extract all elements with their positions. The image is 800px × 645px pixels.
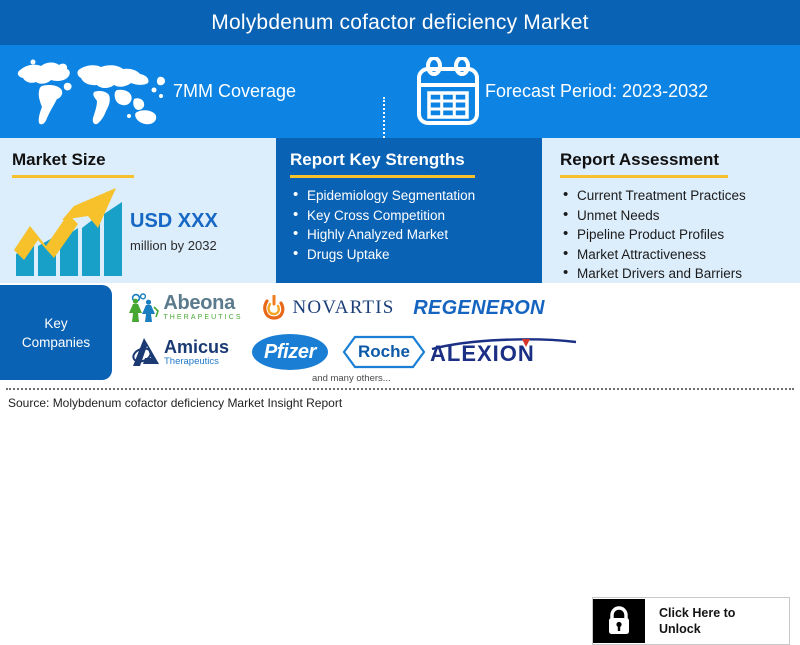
- panel-gap-right: [542, 138, 546, 283]
- footer-divider: [6, 388, 794, 390]
- pfizer-wordmark: Pfizer: [263, 340, 317, 363]
- logo-novartis: NOVARTIS: [254, 295, 404, 321]
- growth-bar-chart-arrow-icon: [14, 188, 122, 276]
- amicus-mark-icon: [132, 338, 159, 366]
- logo-roche: Roche: [338, 335, 430, 369]
- coverage-label: 7MM Coverage: [173, 81, 297, 101]
- alexion-swoosh-icon: [431, 338, 577, 350]
- logo-regeneron: REGENERON: [404, 297, 554, 320]
- novartis-mark-icon: [263, 295, 285, 320]
- logo-abeona: Abeona THERAPEUTICS: [116, 293, 254, 323]
- list-item: Epidemiology Segmentation: [290, 186, 542, 205]
- list-item: Market Drivers and Barriers: [560, 264, 800, 283]
- abeona-mark-icon: [129, 293, 160, 322]
- list-item: Key Cross Competition: [290, 206, 542, 225]
- source-note: Source: Molybdenum cofactor deficiency M…: [8, 396, 343, 410]
- panel-gap-left: [268, 138, 276, 283]
- list-item: Highly Analyzed Market: [290, 225, 542, 244]
- logo-amicus: Amicus Therapeutics: [116, 336, 242, 368]
- market-size-text: USD XXX million by 2032: [130, 210, 218, 253]
- band-divider: [383, 97, 385, 177]
- roche-wordmark: Roche: [358, 342, 410, 361]
- forecast-block: Forecast Period: 2023-2032: [385, 45, 800, 138]
- key-companies-label-box: Key Companies: [0, 285, 112, 380]
- report-assessment-heading: Report Assessment: [560, 150, 720, 169]
- key-strengths-panel: Report Key Strengths Epidemiology Segmen…: [276, 138, 542, 283]
- title-bar: Molybdenum cofactor deficiency Market: [0, 0, 800, 45]
- key-companies-label-line1: Key: [44, 315, 68, 331]
- roche-hexagon-icon: [342, 335, 426, 369]
- key-companies-section: Key Companies Abeona: [0, 285, 800, 645]
- market-size-subtext: million by 2032: [130, 238, 217, 253]
- market-size-panel: Market Size U: [0, 138, 268, 283]
- market-size-heading: Market Size: [12, 150, 106, 169]
- world-map-icon: [8, 52, 173, 132]
- report-assessment-underline: [560, 175, 728, 178]
- logo-row-2: Amicus Therapeutics Pfizer Roche: [116, 331, 577, 373]
- key-strengths-heading: Report Key Strengths: [290, 150, 465, 169]
- logo-alexion: ALEXION: [430, 338, 577, 366]
- novartis-wordmark: NOVARTIS: [292, 297, 395, 318]
- unlock-button[interactable]: Click Here to Unlock: [592, 597, 790, 645]
- list-item: Current Treatment Practices: [560, 186, 800, 205]
- abeona-wordmark: Abeona: [163, 292, 235, 314]
- key-companies-label-line2: Companies: [21, 334, 91, 350]
- list-item: Market Attractiveness: [560, 245, 800, 264]
- logo-pfizer: Pfizer: [242, 334, 338, 370]
- unlock-label-line2: Unlock: [659, 622, 701, 636]
- report-assessment-panel: Report Assessment Current Treatment Prac…: [546, 138, 800, 283]
- market-size-figure: USD XXX million by 2032: [12, 184, 262, 276]
- calendar-icon: [411, 55, 485, 129]
- amicus-tagline: Therapeutics: [163, 355, 219, 367]
- header-band: 7MM Coverage: [0, 45, 800, 177]
- company-logos: Abeona THERAPEUTICS NOVARTIS REGENERON: [116, 285, 577, 384]
- key-strengths-list: Epidemiology Segmentation Key Cross Comp…: [290, 186, 542, 264]
- panels-row: Market Size U: [0, 138, 800, 283]
- market-size-value: USD XXX: [130, 210, 218, 232]
- list-item: Pipeline Product Profiles: [560, 225, 800, 244]
- key-strengths-underline: [290, 175, 475, 178]
- coverage-block: 7MM Coverage: [0, 45, 383, 138]
- regeneron-wordmark: REGENERON: [413, 296, 545, 319]
- logo-row-1: Abeona THERAPEUTICS NOVARTIS REGENERON: [116, 287, 554, 329]
- market-size-underline: [12, 175, 134, 178]
- unlock-label: Click Here to Unlock: [659, 605, 735, 637]
- page-title: Molybdenum cofactor deficiency Market: [211, 10, 589, 34]
- unlock-label-line1: Click Here to: [659, 606, 736, 620]
- report-assessment-list: Current Treatment Practices Unmet Needs …: [560, 186, 800, 283]
- list-item: Unmet Needs: [560, 206, 800, 225]
- amicus-wordmark: Amicus: [163, 336, 230, 357]
- abeona-tagline: THERAPEUTICS: [163, 314, 243, 321]
- many-others-note: and many others...: [312, 373, 391, 384]
- infographic-root: Molybdenum cofactor deficiency Market: [0, 0, 800, 420]
- list-item: Drugs Uptake: [290, 245, 542, 264]
- forecast-label: Forecast Period: 2023-2032: [485, 81, 709, 101]
- padlock-icon: [593, 599, 645, 643]
